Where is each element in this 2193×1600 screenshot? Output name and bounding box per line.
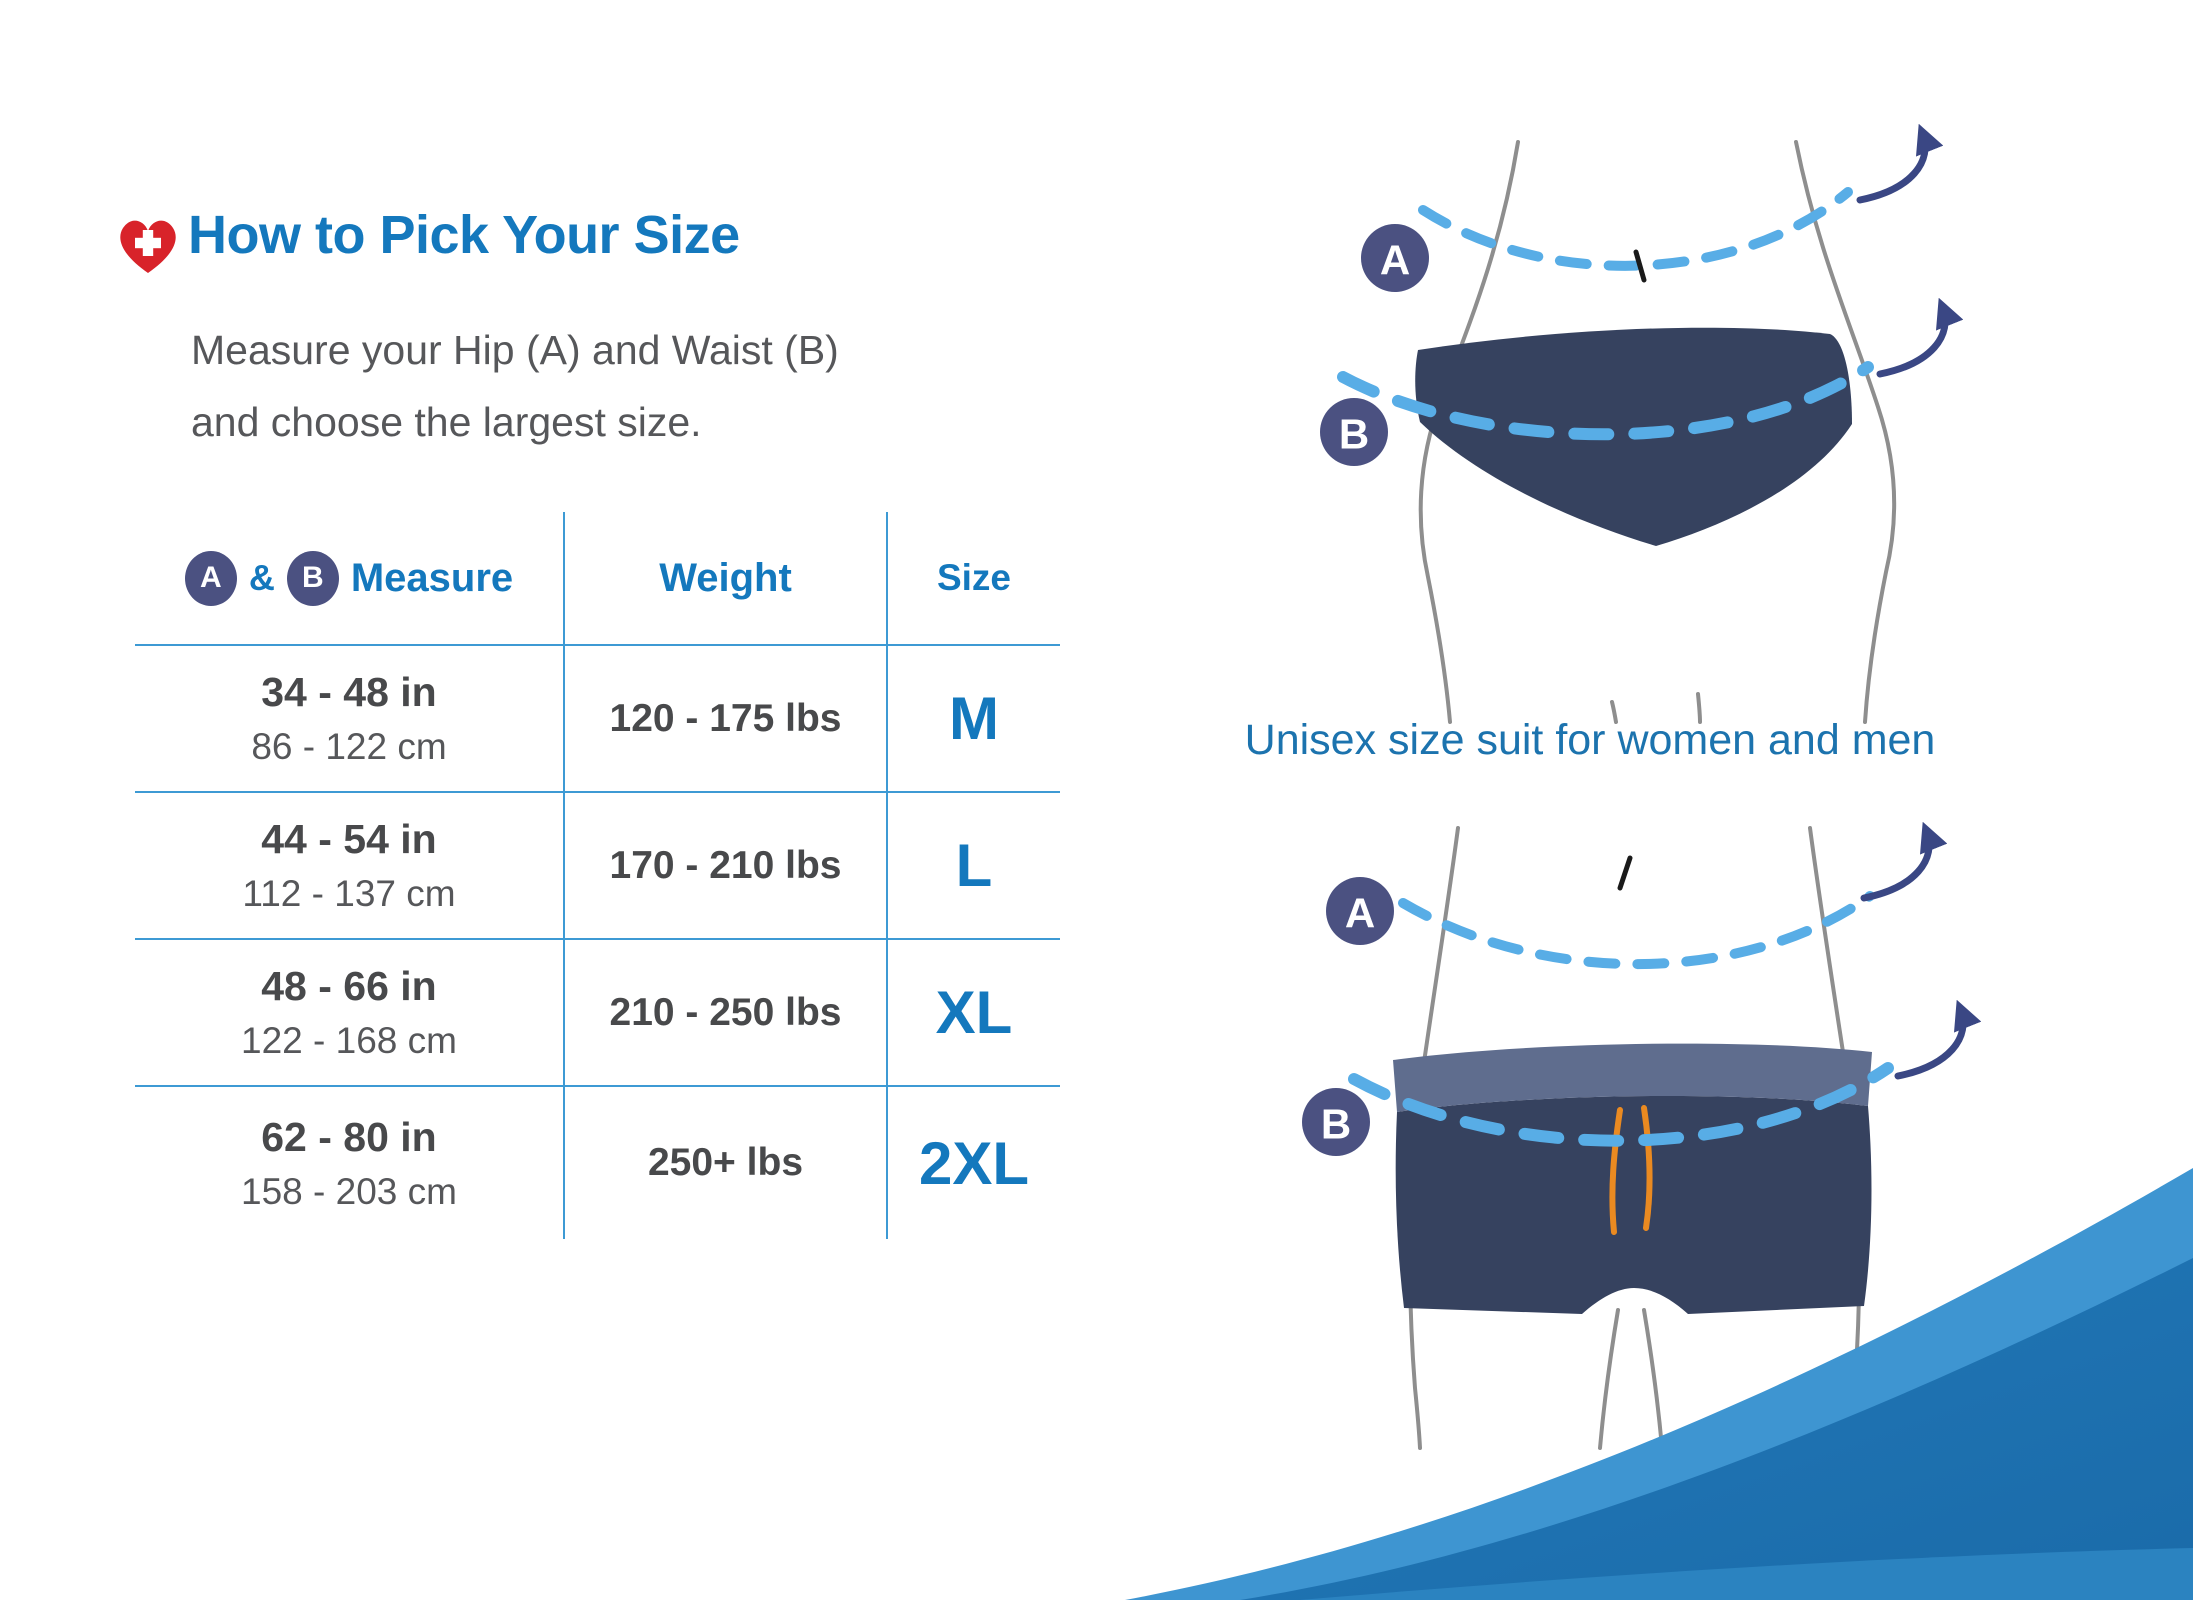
- measure-inches: 34 - 48 in: [261, 669, 437, 715]
- female-waist-badge: B: [1320, 398, 1388, 466]
- table-header-measure: A & B Measure: [135, 512, 565, 646]
- table-row-weight: 120 - 175 lbs: [565, 646, 888, 793]
- table-row-weight: 170 - 210 lbs: [565, 793, 888, 940]
- table-row-measure: 44 - 54 in 112 - 137 cm: [135, 793, 565, 940]
- male-waist-dash-line: [1398, 891, 1875, 970]
- measure-inches: 48 - 66 in: [261, 963, 437, 1009]
- measure-cm: 86 - 122 cm: [251, 726, 447, 767]
- female-hip-badge: A: [1361, 224, 1429, 292]
- svg-text:B: B: [1339, 411, 1369, 458]
- table-row-measure: 62 - 80 in 158 - 203 cm: [135, 1087, 565, 1239]
- ampersand: &: [248, 557, 275, 598]
- male-measurement-illustration: A B: [1302, 821, 1982, 1450]
- table-row-size: XL: [888, 940, 1060, 1087]
- badge-a: A: [184, 550, 237, 606]
- measure-inches: 62 - 80 in: [261, 1113, 437, 1160]
- svg-text:A: A: [1380, 237, 1410, 284]
- subtitle-line-1: Measure your Hip (A) and Waist (B): [191, 327, 839, 373]
- measure-cm: 112 - 137 cm: [242, 873, 456, 914]
- table-header-size: Size: [888, 512, 1060, 646]
- table-row-measure: 48 - 66 in 122 - 168 cm: [135, 940, 565, 1087]
- table-row-size: 2XL: [918, 1129, 1030, 1197]
- navel-mark: [1633, 249, 1647, 283]
- badge-b: B: [286, 550, 339, 606]
- table-row-weight: 210 - 250 lbs: [565, 940, 888, 1087]
- female-body-outline: [1418, 140, 1897, 724]
- navel-mark: [1617, 855, 1633, 891]
- male-hip-badge: A: [1326, 877, 1394, 945]
- waist-arrow-icon: [1860, 821, 1948, 902]
- subtitle: Measure your Hip (A) and Waist (B) and c…: [191, 314, 839, 458]
- svg-text:A: A: [1345, 890, 1375, 937]
- unisex-caption: Unisex size suit for women and men: [1244, 716, 1936, 764]
- page-title: How to Pick Your Size: [188, 205, 740, 265]
- waist-arrow-icon: [1856, 123, 1944, 204]
- measure-header-label: Measure: [350, 555, 514, 600]
- male-hip-dash-line: [1348, 1062, 1894, 1147]
- measure-inches: 44 - 54 in: [261, 816, 437, 862]
- table-header-weight: Weight: [565, 512, 888, 646]
- female-waist-dash-line: [1418, 187, 1853, 271]
- svg-text:B: B: [1321, 1101, 1351, 1148]
- male-boxer: [1395, 1095, 1872, 1314]
- table-row-weight: 250+ lbs: [565, 1087, 888, 1239]
- table-row-size: L: [888, 793, 1060, 940]
- hip-arrow-icon: [1876, 297, 1964, 378]
- table-row-size: M: [888, 646, 1060, 793]
- size-table: A & B Measure Weight Size 34 - 48 in 86 …: [135, 512, 1060, 1239]
- subtitle-line-2: and choose the largest size.: [191, 399, 702, 445]
- male-waist-badge: B: [1302, 1088, 1370, 1156]
- male-boxer-waistband: [1393, 1043, 1872, 1112]
- measure-cm: 158 - 203 cm: [241, 1170, 457, 1212]
- measure-cm: 122 - 168 cm: [241, 1020, 457, 1061]
- female-measurement-illustration: A B: [1320, 123, 1964, 724]
- medical-heart-icon: [120, 220, 176, 273]
- hip-arrow-icon: [1894, 999, 1982, 1080]
- female-hip-dash-line: [1337, 361, 1874, 441]
- table-row-measure: 34 - 48 in 86 - 122 cm: [135, 646, 565, 793]
